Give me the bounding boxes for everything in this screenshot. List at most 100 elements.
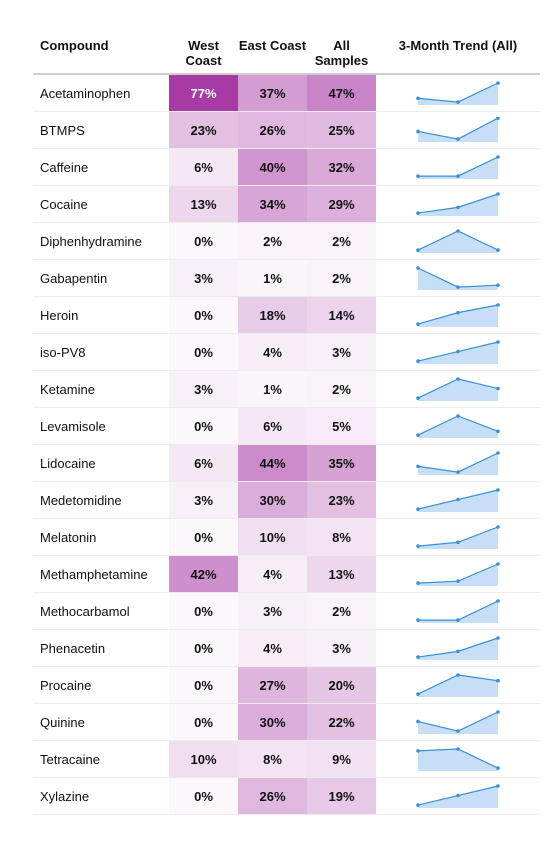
east-coast-value: 30%	[238, 703, 307, 741]
trend-sparkline-cell	[376, 186, 540, 223]
all-samples-value: 5%	[307, 407, 376, 445]
sparkline-point	[456, 310, 460, 315]
sparkline-point	[496, 192, 500, 196]
all-samples-value: 19%	[307, 777, 376, 815]
header-all-samples: All Samples	[314, 38, 369, 68]
sparkline-point	[416, 211, 420, 215]
table-row: BTMPS 23% 26% 25%	[33, 111, 540, 149]
compound-name: Ketamine	[40, 381, 95, 397]
sparkline-point	[416, 618, 420, 622]
east-coast-value: 2%	[238, 222, 307, 260]
west-coast-value: 0%	[169, 333, 238, 371]
sparkline-area	[418, 231, 498, 253]
sparkline-point	[496, 562, 500, 566]
sparkline-point	[456, 414, 460, 418]
trend-sparkline	[416, 525, 500, 549]
table-row: Gabapentin 3% 1% 2%	[33, 259, 540, 297]
table-row: Acetaminophen 77% 37% 47%	[33, 74, 540, 112]
trend-sparkline	[416, 303, 500, 327]
compound-name: Cocaine	[40, 196, 88, 212]
sparkline-point	[496, 451, 500, 455]
trend-sparkline-cell	[376, 741, 540, 778]
table-row: Quinine 0% 30% 22%	[33, 703, 540, 741]
sparkline-point	[416, 396, 420, 400]
sparkline-point	[416, 129, 420, 134]
east-coast-value: 44%	[238, 444, 307, 482]
sparkline-area	[418, 564, 498, 586]
sparkline-point	[416, 655, 420, 659]
sparkline-point	[496, 248, 500, 252]
table-row: iso-PV8 0% 4% 3%	[33, 333, 540, 371]
all-samples-value: 14%	[307, 296, 376, 334]
table-row: Caffeine 6% 40% 32%	[33, 148, 540, 186]
all-samples-value: 23%	[307, 481, 376, 519]
sparkline-point	[416, 464, 420, 469]
sparkline-point	[496, 636, 500, 640]
all-samples-value: 3%	[307, 629, 376, 667]
west-coast-value: 3%	[169, 481, 238, 519]
west-coast-value: 0%	[169, 592, 238, 630]
sparkline-point	[456, 100, 460, 104]
compound-name: Xylazine	[40, 788, 90, 804]
sparkline-area	[418, 268, 498, 290]
table-body: Acetaminophen 77% 37% 47% BTMPS 23% 26% 25% Caff…	[33, 74, 540, 815]
sparkline-point	[496, 340, 500, 344]
sparkline-point	[416, 96, 420, 101]
sparkline-point	[456, 137, 460, 141]
west-coast-value: 42%	[169, 555, 238, 593]
header-row: Compound West Coast East Coast All Sampl…	[33, 32, 540, 74]
east-coast-value: 26%	[238, 111, 307, 149]
trend-sparkline	[416, 488, 500, 512]
sparkline-point	[416, 266, 420, 270]
sparkline-area	[418, 416, 498, 438]
all-samples-value: 9%	[307, 740, 376, 778]
trend-sparkline-cell	[376, 334, 540, 371]
trend-sparkline-cell	[376, 74, 540, 112]
all-samples-value: 2%	[307, 259, 376, 297]
sparkline-point	[496, 599, 500, 603]
compound-name: Diphenhydramine	[40, 233, 142, 249]
west-coast-value: 0%	[169, 407, 238, 445]
sparkline-point	[456, 618, 460, 622]
east-coast-value: 4%	[238, 629, 307, 667]
sparkline-area	[418, 712, 498, 734]
all-samples-value: 25%	[307, 111, 376, 149]
trend-sparkline-cell	[376, 223, 540, 260]
all-samples-value: 22%	[307, 703, 376, 741]
trend-sparkline	[416, 636, 500, 660]
sparkline-point	[416, 248, 420, 252]
sparkline-point	[496, 283, 500, 287]
trend-sparkline	[416, 673, 500, 697]
sparkline-point	[456, 174, 460, 178]
east-coast-value: 18%	[238, 296, 307, 334]
table-row: Phenacetin 0% 4% 3%	[33, 629, 540, 667]
east-coast-value: 8%	[238, 740, 307, 778]
trend-sparkline	[416, 747, 500, 771]
trend-sparkline-cell	[376, 519, 540, 556]
sparkline-point	[496, 81, 500, 85]
sparkline-point	[496, 678, 500, 683]
all-samples-value: 2%	[307, 370, 376, 408]
compound-name: Medetomidine	[40, 492, 122, 508]
west-coast-value: 6%	[169, 148, 238, 186]
table-row: Medetomidine 3% 30% 23%	[33, 481, 540, 519]
sparkline-point	[456, 285, 460, 289]
header-trend: 3-Month Trend (All)	[398, 38, 518, 53]
table-row: Methocarbamol 0% 3% 2%	[33, 592, 540, 630]
all-samples-value: 13%	[307, 555, 376, 593]
sparkline-point	[456, 540, 460, 545]
east-coast-value: 30%	[238, 481, 307, 519]
sparkline-area	[418, 194, 498, 216]
west-coast-value: 3%	[169, 259, 238, 297]
east-coast-value: 3%	[238, 592, 307, 630]
sparkline-point	[416, 749, 420, 753]
all-samples-value: 47%	[307, 74, 376, 112]
compound-name: Heroin	[40, 307, 79, 323]
trend-sparkline	[416, 377, 500, 401]
all-samples-value: 29%	[307, 185, 376, 223]
table-row: Diphenhydramine 0% 2% 2%	[33, 222, 540, 260]
trend-sparkline	[416, 340, 500, 364]
trend-sparkline	[416, 710, 500, 734]
trend-sparkline-cell	[376, 667, 540, 704]
table-row: Levamisole 0% 6% 5%	[33, 407, 540, 445]
